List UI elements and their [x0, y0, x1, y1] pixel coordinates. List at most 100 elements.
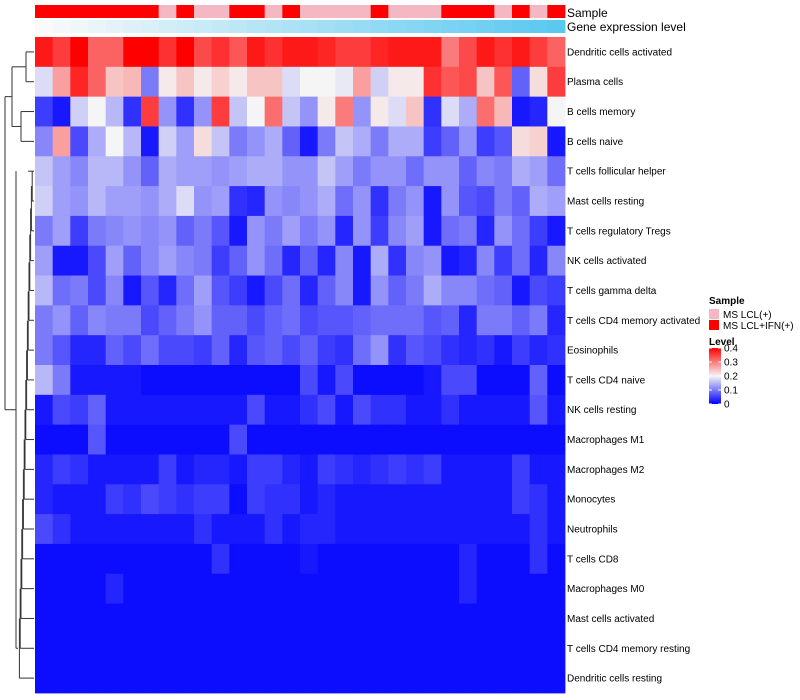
heatmap-cell — [105, 573, 124, 604]
heatmap-cell — [176, 454, 195, 485]
heatmap-cell — [282, 37, 301, 68]
heatmap-cell — [406, 126, 425, 157]
gene-expression-annotation-cell — [52, 20, 71, 33]
heatmap-cell — [194, 394, 213, 426]
heatmap-cell — [123, 365, 142, 396]
heatmap-cell — [123, 543, 142, 575]
heatmap-cell — [229, 275, 248, 306]
heatmap-cell — [370, 335, 389, 366]
heatmap-cell — [52, 633, 71, 664]
heatmap-cell — [317, 305, 336, 336]
heatmap-cell — [441, 365, 460, 396]
heatmap-cell — [317, 663, 336, 694]
heatmap-cell — [229, 37, 248, 68]
gene-expression-annotation-cell — [529, 20, 548, 33]
heatmap-cell — [423, 633, 442, 664]
heatmap-cell — [494, 37, 513, 68]
heatmap-cell — [317, 245, 336, 276]
heatmap-cell — [388, 275, 407, 306]
heatmap-cell — [529, 215, 548, 247]
heatmap-cell — [229, 245, 248, 276]
heatmap-cell — [158, 543, 177, 575]
heatmap-cell — [52, 454, 71, 485]
heatmap-cell — [35, 245, 54, 276]
sample-legend-swatch-lcl — [709, 309, 719, 319]
heatmap-cell — [441, 245, 460, 276]
sample-annotation-cell — [300, 5, 319, 18]
heatmap-cell — [176, 96, 195, 127]
heatmap-cell — [282, 335, 301, 366]
heatmap-cell — [459, 424, 478, 455]
heatmap-cell — [406, 335, 425, 366]
heatmap-cell — [317, 514, 336, 545]
heatmap-cell — [211, 245, 230, 276]
heatmap-cell — [423, 663, 442, 694]
heatmap-cell — [335, 543, 354, 575]
row-label: Neutrophils — [567, 525, 618, 536]
heatmap-cell — [353, 305, 372, 336]
heatmap-cell — [441, 275, 460, 306]
heatmap-cell — [476, 305, 495, 336]
heatmap-cell — [476, 96, 495, 127]
sample-legend-label-lcl-ifn: MS LCL+IFN(+) — [723, 321, 794, 332]
heatmap-cell — [529, 603, 548, 634]
heatmap-cell — [264, 96, 283, 127]
heatmap-cell — [459, 573, 478, 604]
heatmap-cell — [35, 66, 54, 98]
heatmap-cell — [229, 335, 248, 366]
heatmap-cell — [370, 573, 389, 604]
heatmap-cell — [370, 96, 389, 127]
heatmap-cell — [476, 663, 495, 694]
gene-expression-annotation-cell — [494, 20, 513, 33]
heatmap-cell — [512, 633, 531, 664]
heatmap-cell — [211, 424, 230, 455]
heatmap-cell — [441, 454, 460, 485]
heatmap-cell — [158, 335, 177, 366]
heatmap-cell — [52, 394, 71, 426]
heatmap-cell — [229, 156, 248, 187]
heatmap-cell — [105, 603, 124, 634]
heatmap-cell — [370, 275, 389, 306]
row-label: Mast cells activated — [567, 614, 654, 625]
heatmap-cell — [388, 96, 407, 127]
heatmap-cell — [141, 543, 160, 575]
heatmap-cell — [35, 156, 54, 187]
row-label: Macrophages M0 — [567, 584, 645, 595]
heatmap-cell — [317, 424, 336, 455]
heatmap-cell — [529, 245, 548, 276]
heatmap-cell — [459, 365, 478, 396]
heatmap-cell — [300, 156, 319, 187]
heatmap-cell — [158, 603, 177, 634]
heatmap-cell — [211, 186, 230, 217]
heatmap-cell — [353, 633, 372, 664]
heatmap-cell — [459, 454, 478, 485]
heatmap-cell — [141, 245, 160, 276]
heatmap-cell — [353, 484, 372, 515]
heatmap-cell — [494, 275, 513, 306]
heatmap-cell — [300, 335, 319, 366]
sample-annotation-cell — [247, 5, 266, 18]
heatmap-cell — [423, 335, 442, 366]
heatmap-cell — [300, 573, 319, 604]
heatmap-cell — [300, 514, 319, 545]
heatmap-cell — [105, 454, 124, 485]
heatmap-cell — [335, 126, 354, 157]
heatmap-cell — [529, 186, 548, 217]
annotation-tracks — [35, 5, 566, 33]
heatmap-cell — [264, 186, 283, 217]
heatmap-cell — [529, 156, 548, 187]
heatmap-cell — [158, 275, 177, 306]
heatmap-cell — [176, 514, 195, 545]
heatmap-cell — [547, 394, 566, 426]
heatmap-cell — [406, 633, 425, 664]
heatmap-cell — [88, 305, 107, 336]
heatmap-cell — [194, 37, 213, 68]
heatmap-cell — [229, 603, 248, 634]
heatmap-cell — [353, 96, 372, 127]
heatmap-cell — [476, 454, 495, 485]
heatmap-cell — [52, 156, 71, 187]
heatmap-cell — [264, 663, 283, 694]
heatmap-cell — [141, 514, 160, 545]
heatmap-cell — [35, 484, 54, 515]
heatmap-cell — [229, 126, 248, 157]
